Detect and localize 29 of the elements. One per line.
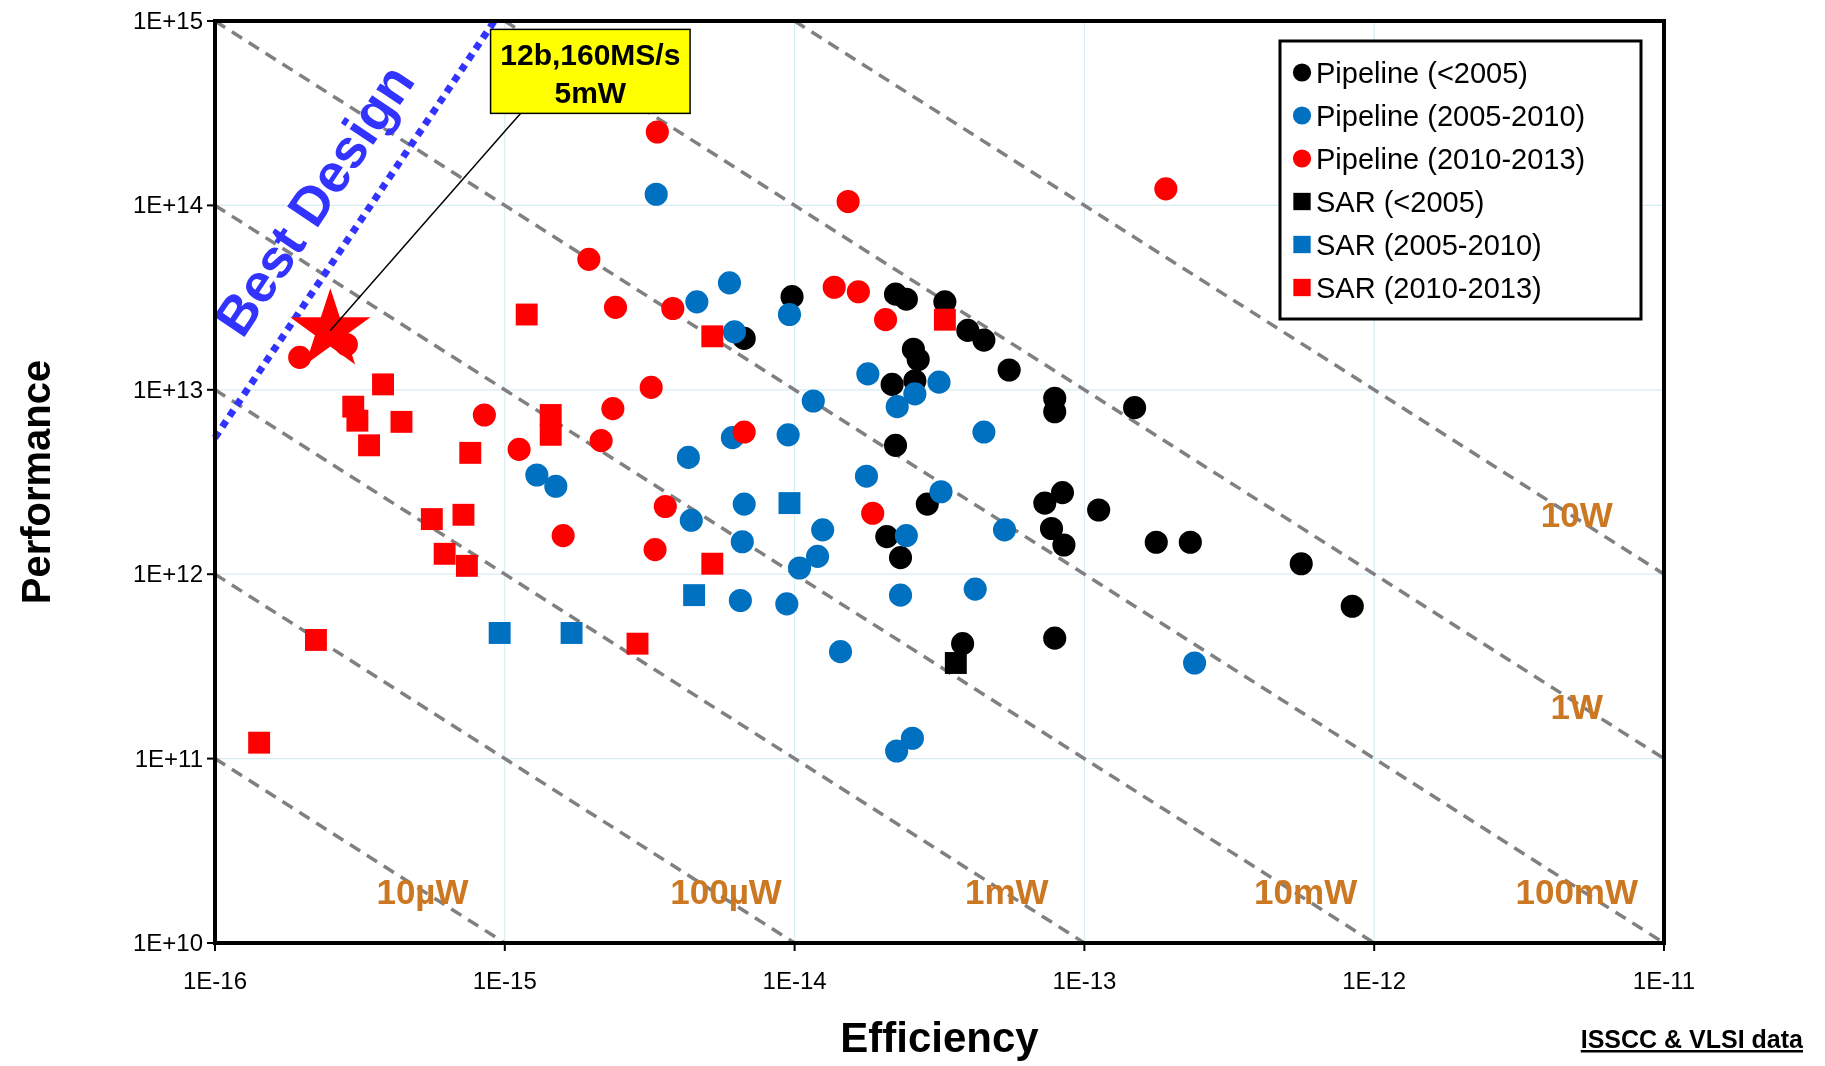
legend-label: Pipeline (<2005): [1316, 56, 1529, 89]
y-tick-label: 1E+11: [134, 744, 203, 772]
annotation: 12b,160MS/s 5mW: [500, 38, 681, 110]
annotation: 1W: [1550, 687, 1604, 727]
x-axis-title: Efficiency: [840, 1014, 1040, 1061]
y-tick-label: 1E+12: [132, 560, 203, 588]
annotation: 10µW: [376, 871, 469, 911]
legend-label: SAR (2010-2013): [1316, 271, 1542, 304]
x-tick-label: 1E-13: [1052, 967, 1117, 994]
x-tick-label: 1E-12: [1342, 967, 1407, 994]
legend-label: Pipeline (2010-2013): [1316, 142, 1586, 175]
x-tick-label: 1E-11: [1632, 967, 1696, 994]
x-tick-label: 1E-16: [182, 967, 248, 994]
x-tick-label: 1E-15: [472, 967, 537, 994]
annotation: 10mW: [1254, 871, 1358, 911]
legend-label: SAR (<2005): [1316, 185, 1485, 218]
text: ISSCC & VLSI data: [1580, 1025, 1805, 1053]
annotation: 100mW: [1515, 871, 1639, 911]
y-axis-title: Performance: [14, 359, 58, 605]
annotation: 10W: [1540, 494, 1613, 534]
y-tick-label: 1E+13: [132, 375, 203, 403]
x-tick-label: 1E-14: [762, 967, 827, 994]
legend-label: Pipeline (2005-2010): [1316, 99, 1586, 132]
annotation: 1mW: [965, 871, 1049, 911]
y-tick-label: 1E+15: [132, 7, 203, 34]
legend-label: SAR (2005-2010): [1316, 228, 1542, 261]
annotation: 100µW: [670, 871, 782, 911]
y-tick-label: 1E+10: [132, 929, 203, 956]
y-tick-label: 1E+14: [132, 191, 203, 219]
